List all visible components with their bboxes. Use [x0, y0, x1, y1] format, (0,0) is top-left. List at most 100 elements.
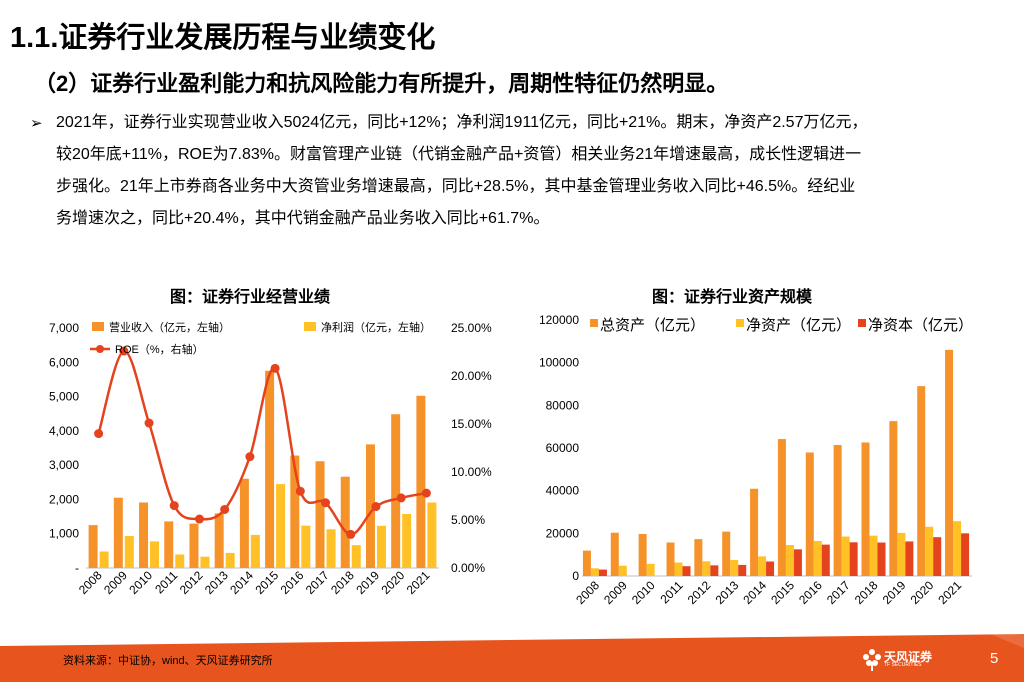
net-profit-bar	[99, 551, 109, 568]
x-axis-tick-label: 2011	[657, 578, 685, 606]
x-axis-tick-label: 2009	[101, 568, 130, 597]
x-axis-tick-label: 2010	[629, 578, 658, 607]
net-profit-bar	[200, 556, 210, 568]
total-assets-bar	[805, 452, 814, 576]
logo-text: 天风证券	[884, 650, 933, 664]
roe-point	[245, 452, 255, 462]
net-assets-bar	[758, 556, 767, 576]
roe-point	[396, 493, 406, 503]
x-axis-tick-label: 2008	[76, 568, 105, 597]
legend-label-net-capital: 净资本（亿元）	[868, 317, 973, 334]
left-axis-tick-label: 4,000	[49, 424, 79, 438]
right-axis-tick-label: 15.00%	[451, 417, 492, 431]
section-subtitle: （2）证券行业盈利能力和抗风险能力有所提升，周期性特征仍然明显。	[34, 71, 729, 96]
revenue-bar	[239, 478, 249, 568]
roe-point	[94, 429, 104, 439]
revenue-bar	[164, 521, 174, 568]
net-assets-bar	[897, 532, 906, 576]
right-axis-tick-label: 20.00%	[451, 369, 492, 383]
x-axis-tick-label: 2017	[303, 568, 332, 597]
x-axis-tick-label: 2009	[601, 578, 630, 607]
y-axis-tick-label: 40000	[546, 484, 580, 498]
revenue-bar	[290, 455, 300, 568]
net-capital-bar	[682, 566, 691, 576]
source-note: 资料来源：中证协，wind、天风证券研究所	[63, 655, 273, 667]
roe-point	[194, 514, 204, 524]
flower-logo-icon	[863, 649, 881, 671]
roe-point	[119, 346, 129, 356]
left-axis-tick-label: 5,000	[49, 390, 79, 404]
legend-swatch-net-profit	[304, 322, 316, 331]
legend-label-net-assets: 净资产（亿元）	[746, 317, 851, 334]
right-axis-tick-label: 25.00%	[451, 321, 492, 335]
left-axis-tick-label: 3,000	[49, 458, 79, 472]
net-profit-bar	[124, 536, 134, 568]
roe-point	[321, 498, 331, 508]
revenue-bar	[139, 502, 149, 568]
y-axis-tick-label: 0	[572, 569, 579, 583]
x-axis-tick-label: 2010	[126, 568, 155, 597]
company-logo: 天风证券 TF SECURITIES	[862, 645, 950, 673]
y-axis-tick-label: 20000	[546, 526, 580, 540]
summary-paragraph: 2021年，证券行业实现营业收入5024亿元，同比+12%；净利润1911亿元，…	[56, 107, 1006, 235]
x-axis-tick-label: 2015	[768, 578, 797, 607]
x-axis-tick-label: 2021	[935, 578, 964, 607]
x-axis-tick-label: 2019	[880, 578, 909, 607]
legend-point-roe	[96, 345, 104, 353]
net-capital-bar	[877, 542, 886, 576]
net-assets-bar	[730, 560, 739, 576]
net-profit-bar	[175, 554, 185, 568]
net-capital-bar	[598, 569, 607, 576]
total-assets-bar	[889, 421, 898, 576]
total-assets-bar	[694, 539, 703, 576]
left-axis-tick-label: 2,000	[49, 492, 79, 506]
x-axis-tick-label: 2018	[852, 578, 881, 607]
net-capital-bar	[821, 544, 830, 576]
paragraph-line: 较20年底+11%，ROE为7.83%。财富管理产业链（代销金融产品+资管）相关…	[56, 146, 862, 163]
net-capital-bar	[793, 549, 802, 576]
total-assets-bar	[833, 445, 842, 576]
net-capital-bar	[710, 565, 719, 576]
paragraph-line: 务增速次之，同比+20.4%，其中代销金融产品业务收入同比+61.7%。	[56, 210, 550, 227]
right-axis-tick-label: 0.00%	[451, 561, 485, 575]
footer-shape	[0, 634, 1024, 682]
roe-point	[220, 504, 230, 514]
total-assets-bar	[610, 532, 619, 576]
roe-point	[270, 363, 280, 373]
net-profit-bar	[276, 484, 286, 568]
total-assets-bar	[945, 349, 954, 576]
net-assets-bar	[646, 563, 655, 576]
revenue-bar	[365, 444, 375, 568]
left-axis-tick-label: 1,000	[49, 527, 79, 541]
paragraph-line: 2021年，证券行业实现营业收入5024亿元，同比+12%；净利润1911亿元，…	[56, 114, 868, 131]
net-profit-bar	[301, 525, 311, 568]
right-axis-tick-label: 5.00%	[451, 513, 485, 527]
y-axis-tick-label: 100000	[539, 356, 579, 370]
right-axis-tick-label: 10.00%	[451, 465, 492, 479]
revenue-bar	[416, 395, 426, 568]
x-axis-tick-label: 2015	[252, 568, 281, 597]
revenue-bar	[340, 476, 350, 568]
legend-swatch-total-assets	[590, 319, 598, 327]
page-title: 1.1.证券行业发展历程与业绩变化	[10, 22, 436, 54]
revenue-bar	[391, 414, 401, 568]
net-assets-bar	[869, 535, 878, 576]
legend-swatch-revenue	[92, 322, 104, 331]
net-assets-bar	[953, 521, 962, 576]
total-assets-bar	[722, 531, 731, 576]
total-assets-bar	[777, 439, 786, 576]
net-capital-bar	[905, 541, 914, 576]
x-axis-tick-label: 2020	[908, 578, 937, 607]
net-profit-bar	[427, 502, 437, 568]
net-capital-bar	[766, 561, 775, 576]
x-axis-tick-label: 2014	[740, 578, 769, 607]
total-assets-bar	[666, 542, 675, 576]
revenue-bar	[113, 497, 123, 568]
roe-point	[371, 502, 381, 512]
net-assets-bar	[618, 565, 627, 576]
net-assets-bar	[674, 562, 683, 576]
net-profit-bar	[225, 552, 235, 568]
roe-point	[144, 418, 154, 428]
legend-label-roe: ROE（%，右轴）	[115, 342, 204, 356]
